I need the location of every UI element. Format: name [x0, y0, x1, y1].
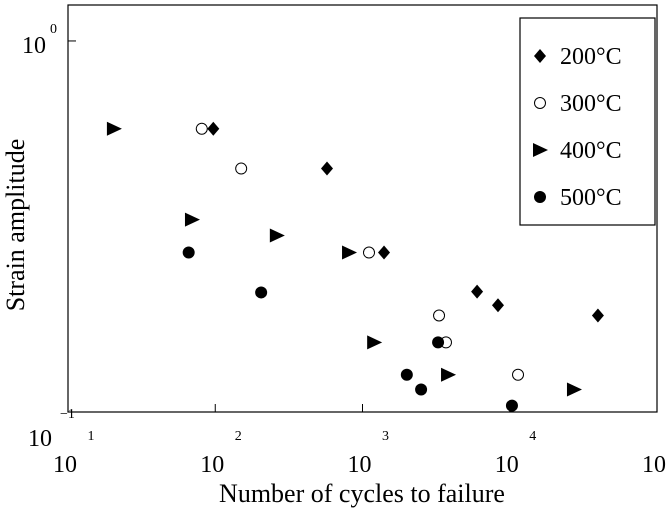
y-tick-exponent: 0 — [50, 22, 57, 37]
data-point — [342, 245, 358, 260]
x-tick-exponent: 4 — [529, 429, 536, 444]
data-point — [433, 309, 446, 322]
x-axis-label: Number of cycles to failure — [219, 479, 505, 508]
y-tick-exponent: −1 — [60, 407, 75, 422]
data-point — [367, 335, 383, 350]
legend-marker — [534, 191, 546, 203]
data-point — [235, 162, 248, 175]
data-point — [415, 383, 428, 396]
x-tick-exponent: 2 — [235, 429, 242, 444]
x-tick-label: 10 — [200, 452, 224, 478]
data-point — [432, 336, 445, 349]
data-point — [269, 228, 285, 243]
data-point — [441, 367, 457, 382]
y-axis-label: Strain amplitude — [1, 139, 30, 312]
data-point — [512, 368, 525, 381]
x-tick-label: 10 — [495, 452, 519, 478]
legend-marker — [534, 49, 546, 63]
data-point — [505, 399, 518, 412]
data-point — [320, 161, 333, 176]
data-point — [400, 368, 413, 381]
x-tick-exponent: 3 — [382, 429, 389, 444]
data-point — [363, 246, 376, 259]
x-tick-label: 10 — [53, 452, 77, 478]
data-point — [471, 284, 484, 299]
x-tick-label: 10 — [348, 452, 372, 478]
x-tick-label: 10 — [642, 452, 666, 478]
data-point — [591, 308, 604, 323]
data-point — [106, 121, 122, 136]
data-point — [491, 298, 504, 313]
data-point — [182, 246, 195, 259]
x-tick-exponent: 1 — [88, 429, 95, 444]
data-point — [195, 122, 208, 135]
legend-marker — [534, 97, 546, 109]
legend-label: 300°C — [560, 91, 622, 117]
data-point — [378, 245, 391, 260]
data-point — [255, 286, 268, 299]
legend-label: 200°C — [560, 44, 622, 70]
y-tick-label: 10 — [22, 33, 46, 59]
legend-marker — [533, 143, 548, 157]
data-point — [184, 212, 200, 227]
data-point — [207, 121, 220, 136]
legend-label: 500°C — [560, 185, 622, 211]
legend-label: 400°C — [560, 138, 622, 164]
data-point — [566, 382, 582, 397]
y-tick-label: 10 — [28, 426, 52, 452]
